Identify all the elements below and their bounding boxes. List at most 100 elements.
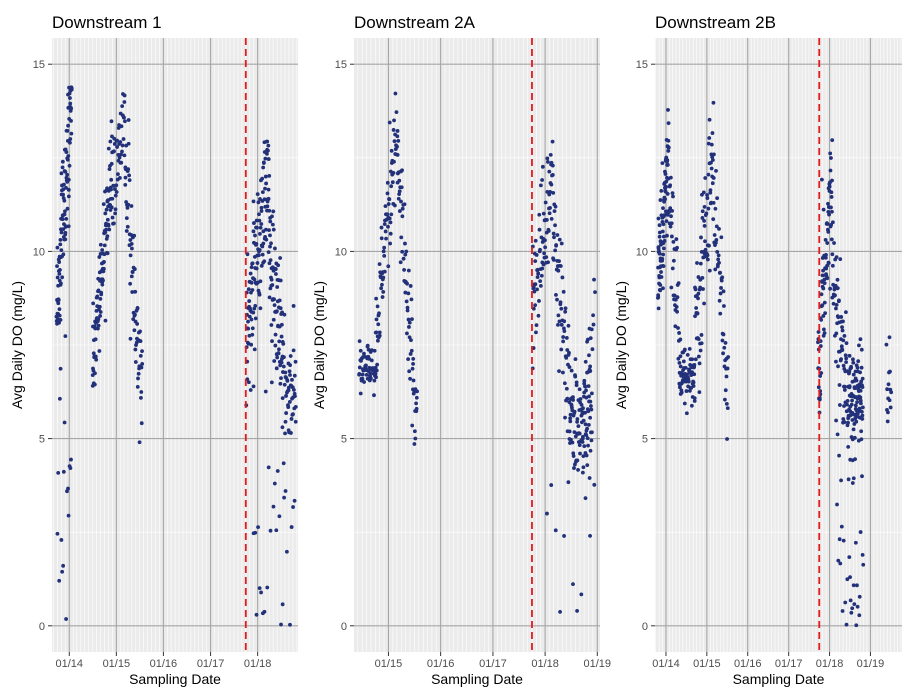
data-point [281,341,286,346]
data-point [664,179,669,184]
data-point [408,376,412,381]
data-point [93,337,98,342]
data-point [95,326,100,331]
data-point [116,172,120,177]
data-point [835,502,839,507]
data-point [660,161,665,166]
data-point [249,342,254,347]
data-point [661,222,666,227]
data-point [699,235,703,240]
data-point [102,259,106,264]
data-point [857,594,862,599]
data-point [63,224,68,229]
data-point [846,477,851,482]
data-point [857,343,861,348]
data-point [395,129,400,133]
data-point [666,121,671,126]
data-point [720,275,725,280]
x-tick-label: 01/17 [775,658,803,670]
data-point [387,216,392,221]
data-point [847,384,852,389]
data-point [284,394,288,398]
data-point [123,175,128,180]
data-point [666,145,671,150]
data-point [277,339,282,344]
data-point [547,169,552,174]
data-point [825,222,830,226]
y-tick-label: 15 [33,59,45,71]
data-point [572,409,577,414]
x-tick-label: 01/15 [103,658,131,670]
data-point [575,420,580,424]
data-point [61,192,65,197]
data-point [844,360,848,365]
data-point [374,330,379,335]
x-tick-label: 01/15 [693,658,721,670]
data-point [577,443,582,448]
data-point [571,398,575,402]
data-point [383,229,388,234]
data-point [291,388,296,392]
data-point [575,458,580,463]
data-point [691,380,696,385]
data-point [69,457,73,462]
data-point [858,388,863,393]
data-point [557,259,561,264]
data-point [55,264,59,268]
data-point [701,255,706,260]
data-point [843,353,848,358]
data-point [834,359,838,364]
y-tick-label: 0 [341,621,347,633]
data-point [262,609,267,614]
data-point [851,476,856,481]
data-point [692,363,697,367]
data-point [822,281,827,286]
data-point [657,230,662,235]
data-point [265,585,270,590]
data-point [271,209,276,214]
data-point [886,410,890,415]
data-point [696,354,701,359]
data-point [60,165,65,170]
data-point [703,176,708,180]
data-point [554,293,558,297]
data-point [859,379,864,384]
data-point [663,197,667,202]
data-point [270,214,274,219]
data-point [282,355,286,360]
data-point [671,258,676,263]
data-point [844,341,849,346]
data-point [661,264,666,269]
data-point [64,216,69,221]
data-point [254,266,259,271]
data-point [537,212,542,217]
data-point [57,260,62,264]
data-point [859,401,863,406]
data-point [839,357,843,362]
data-point [362,351,366,356]
data-point [538,247,542,252]
data-point [834,306,838,311]
data-point [383,204,388,209]
data-point [284,549,289,554]
data-point [405,308,410,313]
data-point [135,384,140,389]
data-point [273,332,278,337]
data-point [533,259,538,263]
data-point [138,329,142,334]
data-point [246,287,251,292]
data-point [275,285,280,289]
data-point [278,381,283,386]
data-point [279,376,283,381]
data-point [818,374,823,378]
data-point [117,155,122,160]
data-point [830,252,835,257]
data-point [702,204,707,209]
data-point [713,267,718,272]
data-point [719,235,724,240]
data-point [846,420,850,425]
data-point [293,419,298,424]
data-point [286,405,291,409]
data-point [255,261,260,265]
data-point [699,341,704,346]
